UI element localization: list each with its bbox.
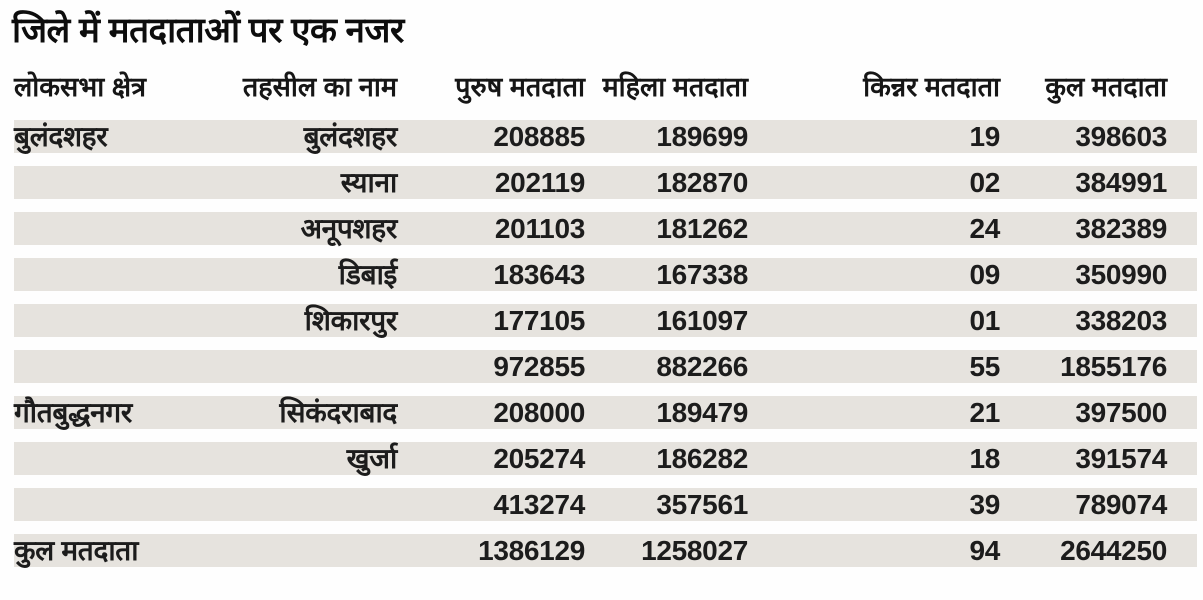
male-voters-cell: 972855 <box>493 351 585 382</box>
total-voters-cell: 398603 <box>1075 121 1167 152</box>
table-body: बुलंदशहर बुलंदशहर 208885 189699 19 398603 स्या… <box>14 120 1197 580</box>
page-title: जिले में मतदाताओं पर एक नजर <box>12 11 404 50</box>
table-row-data: शिकारपुर 177105 161097 01 338203 <box>14 304 1197 337</box>
third-gender-voters-cell: 21 <box>969 397 1000 428</box>
table-row-data: अनूपशहर 201103 181262 24 382389 <box>14 212 1197 245</box>
third-gender-voters-cell: 18 <box>969 443 1000 474</box>
table-row-data: बुलंदशहर बुलंदशहर 208885 189699 19 398603 <box>14 120 1197 153</box>
column-header-male-voters: पुरुष मतदाता <box>455 71 585 102</box>
tehsil-name-cell: शिकारपुर <box>304 305 398 336</box>
lok-sabha-area-cell: गौतबुद्धनगर <box>14 397 132 428</box>
lok-sabha-area-cell: बुलंदशहर <box>14 121 108 152</box>
female-voters-cell: 1258027 <box>641 535 748 566</box>
male-voters-cell: 205274 <box>493 443 585 474</box>
table-row-subtotal: 413274 357561 39 789074 <box>14 488 1197 521</box>
tehsil-name-cell: सिकंदराबाद <box>279 397 397 428</box>
total-voters-cell: 391574 <box>1075 443 1167 474</box>
tehsil-name-cell: डिबाई <box>338 259 398 290</box>
column-header-third-gender-voters: किन्नर मतदाता <box>863 71 1000 102</box>
third-gender-voters-cell: 01 <box>969 305 1000 336</box>
male-voters-cell: 177105 <box>493 305 585 336</box>
male-voters-cell: 208885 <box>493 121 585 152</box>
column-header-total-voters: कुल मतदाता <box>1045 71 1167 102</box>
male-voters-cell: 202119 <box>494 167 585 198</box>
third-gender-voters-cell: 09 <box>969 259 1000 290</box>
tehsil-name-cell: स्याना <box>340 167 398 198</box>
third-gender-voters-cell: 39 <box>969 489 1000 520</box>
female-voters-cell: 882266 <box>656 351 748 382</box>
male-voters-cell: 201103 <box>494 213 585 244</box>
third-gender-voters-cell: 24 <box>969 213 1000 244</box>
tehsil-name-cell: बुलंदशहर <box>303 121 398 152</box>
table-row-data: खुर्जा 205274 186282 18 391574 <box>14 442 1197 475</box>
third-gender-voters-cell: 19 <box>969 121 1000 152</box>
female-voters-cell: 161097 <box>656 305 748 336</box>
total-voters-cell: 789074 <box>1075 489 1167 520</box>
table-row-data: डिबाई 183643 167338 09 350990 <box>14 258 1197 291</box>
female-voters-cell: 189699 <box>656 121 748 152</box>
female-voters-cell: 181262 <box>656 213 748 244</box>
third-gender-voters-cell: 94 <box>969 535 1000 566</box>
column-header-lok-sabha-area: लोकसभा क्षेत्र <box>14 71 147 102</box>
table-row-data: गौतबुद्धनगर सिकंदराबाद 208000 189479 21 39750… <box>14 396 1197 429</box>
third-gender-voters-cell: 02 <box>969 167 1000 198</box>
total-voters-cell: 397500 <box>1075 397 1167 428</box>
male-voters-cell: 183643 <box>493 259 585 290</box>
male-voters-cell: 208000 <box>493 397 585 428</box>
female-voters-cell: 186282 <box>656 443 748 474</box>
female-voters-cell: 357561 <box>656 489 748 520</box>
total-voters-cell: 350990 <box>1075 259 1167 290</box>
total-voters-cell: 384991 <box>1075 167 1167 198</box>
male-voters-cell: 413274 <box>493 489 585 520</box>
table-row-grandtotal: कुल मतदाता 1386129 1258027 94 2644250 <box>14 534 1197 567</box>
total-voters-cell: 2644250 <box>1060 535 1167 566</box>
column-header-female-voters: महिला मतदाता <box>602 71 748 102</box>
total-voters-cell: 382389 <box>1075 213 1167 244</box>
table-row-data: स्याना 202119 182870 02 384991 <box>14 166 1197 199</box>
female-voters-cell: 189479 <box>656 397 748 428</box>
table-row-subtotal: 972855 882266 55 1855176 <box>14 350 1197 383</box>
third-gender-voters-cell: 55 <box>969 351 1000 382</box>
tehsil-name-cell: खुर्जा <box>346 443 398 474</box>
lok-sabha-area-cell: कुल मतदाता <box>14 535 139 566</box>
table-header-row: लोकसभा क्षेत्र तहसील का नाम पुरुष मतदाता मह… <box>14 64 1197 106</box>
tehsil-name-cell: अनूपशहर <box>300 213 398 244</box>
column-header-tehsil-name: तहसील का नाम <box>242 71 397 102</box>
male-voters-cell: 1386129 <box>478 535 585 566</box>
total-voters-cell: 338203 <box>1075 305 1167 336</box>
female-voters-cell: 167338 <box>656 259 748 290</box>
female-voters-cell: 182870 <box>656 167 748 198</box>
total-voters-cell: 1855176 <box>1060 351 1167 382</box>
